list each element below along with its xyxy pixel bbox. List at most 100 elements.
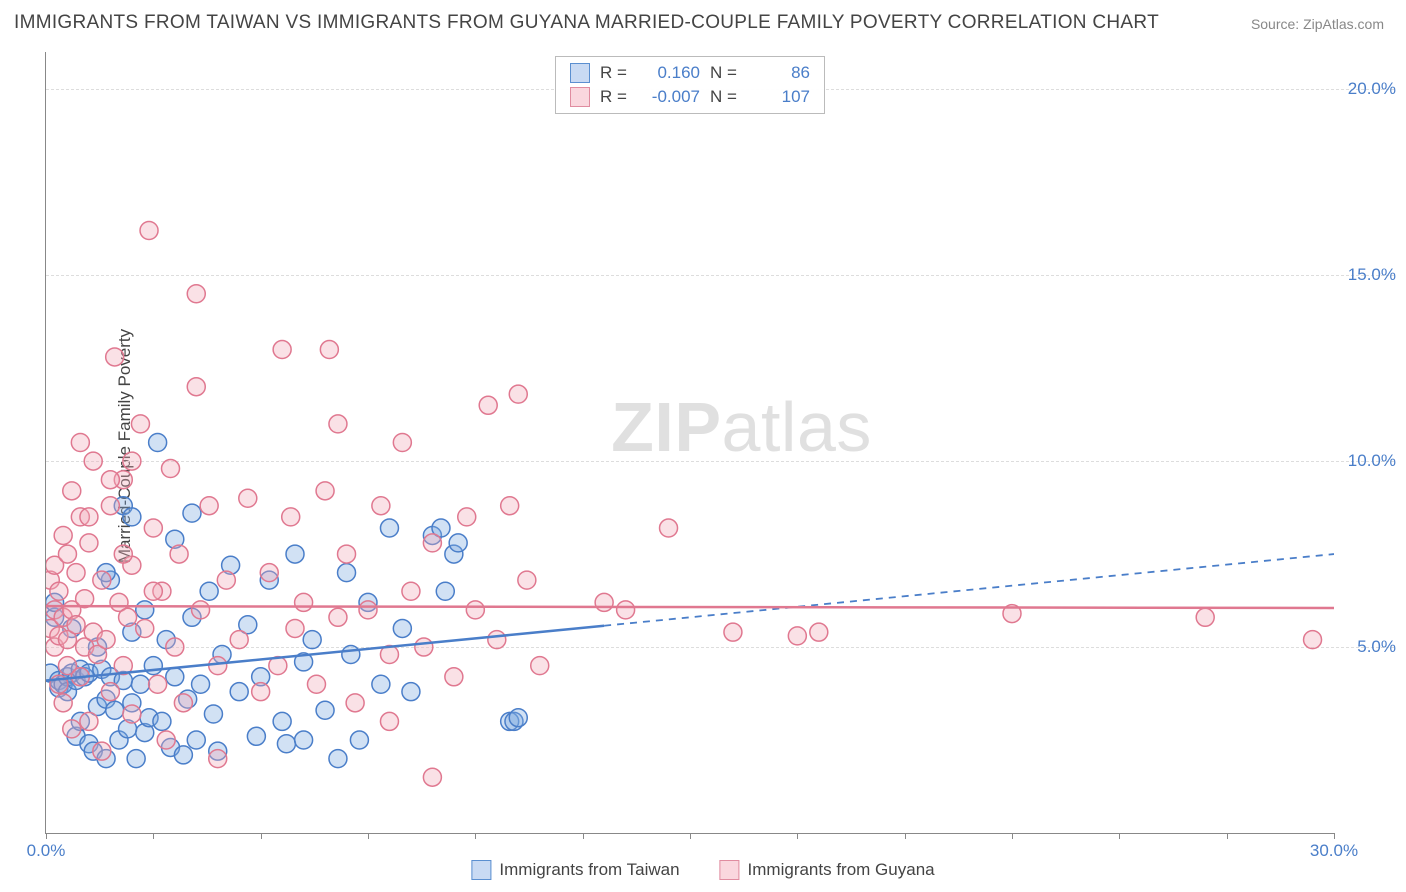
data-point <box>123 705 141 723</box>
y-tick-label: 5.0% <box>1357 637 1396 657</box>
data-point <box>307 675 325 693</box>
data-point <box>192 601 210 619</box>
data-point <box>273 712 291 730</box>
data-point <box>445 668 463 686</box>
data-point <box>488 631 506 649</box>
data-point <box>286 545 304 563</box>
data-point <box>131 415 149 433</box>
data-point <box>230 683 248 701</box>
data-point <box>518 571 536 589</box>
data-point <box>136 601 154 619</box>
r-label: R = <box>600 85 628 109</box>
data-point <box>247 727 265 745</box>
data-point <box>170 545 188 563</box>
data-point <box>63 720 81 738</box>
data-point <box>166 668 184 686</box>
data-point <box>316 482 334 500</box>
data-point <box>217 571 235 589</box>
data-point <box>149 434 167 452</box>
data-point <box>174 746 192 764</box>
y-tick-label: 20.0% <box>1348 79 1396 99</box>
data-point <box>101 683 119 701</box>
data-point <box>380 712 398 730</box>
swatch-taiwan <box>570 63 590 83</box>
data-point <box>140 222 158 240</box>
data-point <box>187 731 205 749</box>
data-point <box>166 638 184 656</box>
x-tick-mark <box>46 833 47 839</box>
chart-title: IMMIGRANTS FROM TAIWAN VS IMMIGRANTS FRO… <box>14 12 1159 34</box>
data-point <box>58 545 76 563</box>
x-tick-mark <box>475 833 476 839</box>
data-point <box>393 619 411 637</box>
data-point <box>239 489 257 507</box>
data-point <box>295 731 313 749</box>
data-point <box>200 582 218 600</box>
data-point <box>260 564 278 582</box>
data-point <box>144 582 162 600</box>
data-point <box>97 631 115 649</box>
data-point <box>101 471 119 489</box>
trend-line-extrapolated <box>604 554 1334 626</box>
data-point <box>436 582 454 600</box>
legend-label-taiwan: Immigrants from Taiwan <box>499 860 679 880</box>
plot-area: ZIPatlas R = 0.160 N = 86 R = -0.007 N =… <box>45 52 1334 834</box>
data-point <box>595 593 613 611</box>
data-point <box>67 616 85 634</box>
x-tick-mark <box>1227 833 1228 839</box>
x-tick-mark <box>1119 833 1120 839</box>
data-point <box>131 675 149 693</box>
r-value-taiwan: 0.160 <box>638 61 700 85</box>
data-point <box>187 378 205 396</box>
data-point <box>479 396 497 414</box>
data-point <box>174 694 192 712</box>
data-point <box>402 582 420 600</box>
data-point <box>101 497 119 515</box>
data-point <box>67 564 85 582</box>
data-point <box>157 731 175 749</box>
data-point <box>810 623 828 641</box>
data-point <box>338 545 356 563</box>
x-tick-mark <box>583 833 584 839</box>
data-point <box>209 750 227 768</box>
data-point <box>660 519 678 537</box>
x-tick-label: 30.0% <box>1310 841 1358 861</box>
trend-line <box>46 606 1334 608</box>
data-point <box>204 705 222 723</box>
x-tick-mark <box>368 833 369 839</box>
source-label: Source: ZipAtlas.com <box>1251 16 1384 32</box>
data-point <box>114 545 132 563</box>
data-point <box>93 742 111 760</box>
data-point <box>372 675 390 693</box>
stats-row-taiwan: R = 0.160 N = 86 <box>570 61 810 85</box>
series-legend: Immigrants from Taiwan Immigrants from G… <box>471 860 934 880</box>
data-point <box>93 571 111 589</box>
data-point <box>531 657 549 675</box>
data-point <box>119 608 137 626</box>
data-point <box>54 694 72 712</box>
data-point <box>466 601 484 619</box>
data-point <box>106 348 124 366</box>
data-point <box>788 627 806 645</box>
data-point <box>106 701 124 719</box>
data-point <box>338 564 356 582</box>
data-point <box>277 735 295 753</box>
data-point <box>415 638 433 656</box>
n-label: N = <box>710 85 738 109</box>
data-point <box>501 497 519 515</box>
data-point <box>617 601 635 619</box>
data-point <box>423 534 441 552</box>
data-point <box>230 631 248 649</box>
data-point <box>50 582 68 600</box>
data-point <box>509 709 527 727</box>
x-tick-mark <box>1334 833 1335 839</box>
data-point <box>316 701 334 719</box>
data-point <box>80 508 98 526</box>
r-label: R = <box>600 61 628 85</box>
data-point <box>80 712 98 730</box>
data-point <box>372 497 390 515</box>
data-point <box>303 631 321 649</box>
x-tick-mark <box>797 833 798 839</box>
n-value-taiwan: 86 <box>748 61 810 85</box>
data-point <box>380 519 398 537</box>
